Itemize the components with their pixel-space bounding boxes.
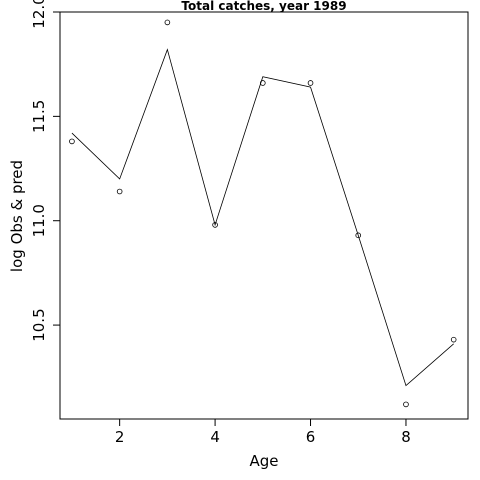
observed-point: [403, 401, 409, 408]
observed-point: [307, 80, 314, 86]
observed-point: [212, 222, 218, 228]
observed-point: [450, 336, 457, 343]
plot-frame: [59, 11, 469, 420]
observed-point: [116, 188, 123, 195]
x-tick-label: 6: [306, 428, 316, 446]
x-tick-label: 8: [401, 428, 411, 446]
observed-point: [69, 138, 75, 145]
x-axis: 2 4 6 8: [115, 418, 411, 446]
predicted-line: [71, 48, 454, 387]
y-tick-label: 11.5: [30, 100, 48, 133]
observed-point: [355, 232, 362, 239]
chart-title: Total catches, year 1989: [181, 0, 346, 13]
y-axis-label: log Obs & pred: [8, 160, 26, 272]
y-tick-label: 11.0: [30, 204, 48, 237]
observed-point: [164, 19, 171, 26]
y-tick-label: 10.5: [30, 308, 48, 341]
x-axis-label: Age: [249, 452, 278, 470]
y-tick-label: 12.0: [30, 0, 48, 29]
series-layer: [69, 19, 457, 408]
x-tick-label: 2: [115, 428, 125, 446]
x-tick-label: 4: [210, 428, 220, 446]
y-axis: 10.5 11.0 11.5 12.0: [30, 0, 61, 342]
